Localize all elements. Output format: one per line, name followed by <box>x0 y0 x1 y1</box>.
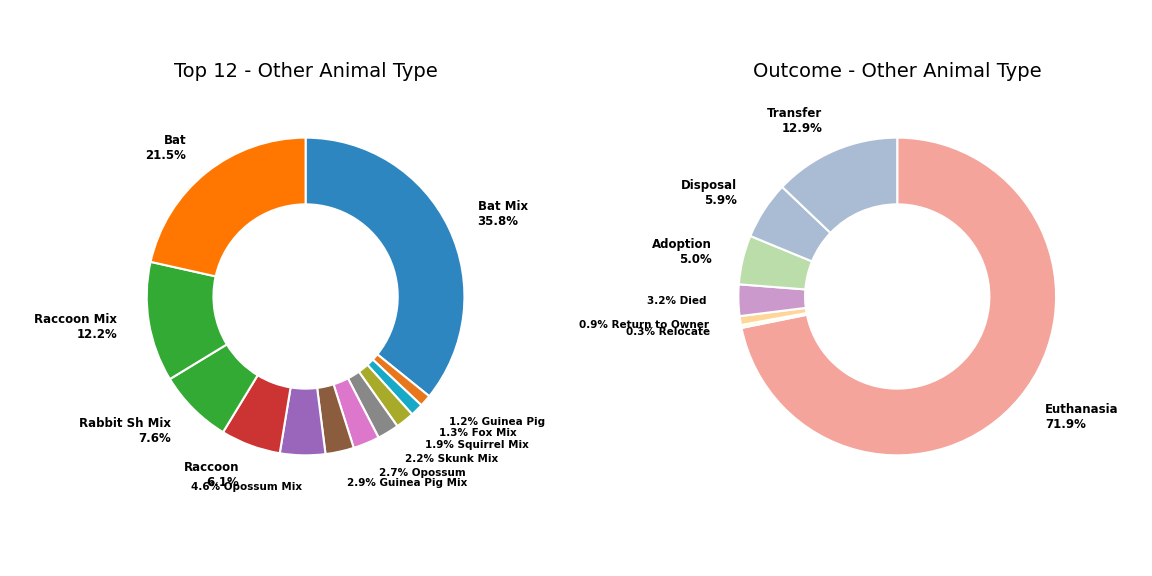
Wedge shape <box>305 138 464 396</box>
Wedge shape <box>348 372 397 438</box>
Wedge shape <box>169 344 258 432</box>
Text: 0.3% Relocate: 0.3% Relocate <box>626 328 710 338</box>
Text: 3.2% Died: 3.2% Died <box>647 296 706 306</box>
Wedge shape <box>782 138 897 233</box>
Text: Rabbit Sh Mix
7.6%: Rabbit Sh Mix 7.6% <box>78 417 170 445</box>
Text: 1.9% Squirrel Mix: 1.9% Squirrel Mix <box>425 440 529 450</box>
Wedge shape <box>358 365 412 426</box>
Wedge shape <box>151 138 305 276</box>
Title: Top 12 - Other Animal Type: Top 12 - Other Animal Type <box>174 62 438 81</box>
Wedge shape <box>317 384 354 454</box>
Text: Adoption
5.0%: Adoption 5.0% <box>652 238 712 266</box>
Wedge shape <box>367 359 422 414</box>
Wedge shape <box>742 138 1056 456</box>
Wedge shape <box>334 378 379 448</box>
Wedge shape <box>741 313 806 328</box>
Text: Raccoon Mix
12.2%: Raccoon Mix 12.2% <box>35 313 118 342</box>
Title: Outcome - Other Animal Type: Outcome - Other Animal Type <box>753 62 1041 81</box>
Wedge shape <box>280 388 326 456</box>
Text: 1.3% Fox Mix: 1.3% Fox Mix <box>439 427 517 438</box>
Text: 0.9% Return to Owner: 0.9% Return to Owner <box>578 320 708 331</box>
Text: Bat Mix
35.8%: Bat Mix 35.8% <box>478 200 528 228</box>
Wedge shape <box>740 308 806 325</box>
Text: 1.2% Guinea Pig: 1.2% Guinea Pig <box>449 416 546 427</box>
Text: 2.7% Opossum: 2.7% Opossum <box>379 468 465 478</box>
Wedge shape <box>223 375 290 453</box>
Text: Transfer
12.9%: Transfer 12.9% <box>767 107 823 135</box>
Text: Disposal
5.9%: Disposal 5.9% <box>681 179 737 207</box>
Wedge shape <box>750 187 831 262</box>
Wedge shape <box>738 285 805 316</box>
Text: 4.6% Opossum Mix: 4.6% Opossum Mix <box>191 482 302 492</box>
Text: 2.2% Skunk Mix: 2.2% Skunk Mix <box>404 454 498 464</box>
Text: Bat
21.5%: Bat 21.5% <box>145 134 187 162</box>
Text: Euthanasia
71.9%: Euthanasia 71.9% <box>1045 403 1119 431</box>
Text: Raccoon
6.1%: Raccoon 6.1% <box>184 461 240 489</box>
Text: 2.9% Guinea Pig Mix: 2.9% Guinea Pig Mix <box>347 478 467 488</box>
Wedge shape <box>738 236 812 289</box>
Wedge shape <box>146 262 227 379</box>
Wedge shape <box>373 354 430 406</box>
